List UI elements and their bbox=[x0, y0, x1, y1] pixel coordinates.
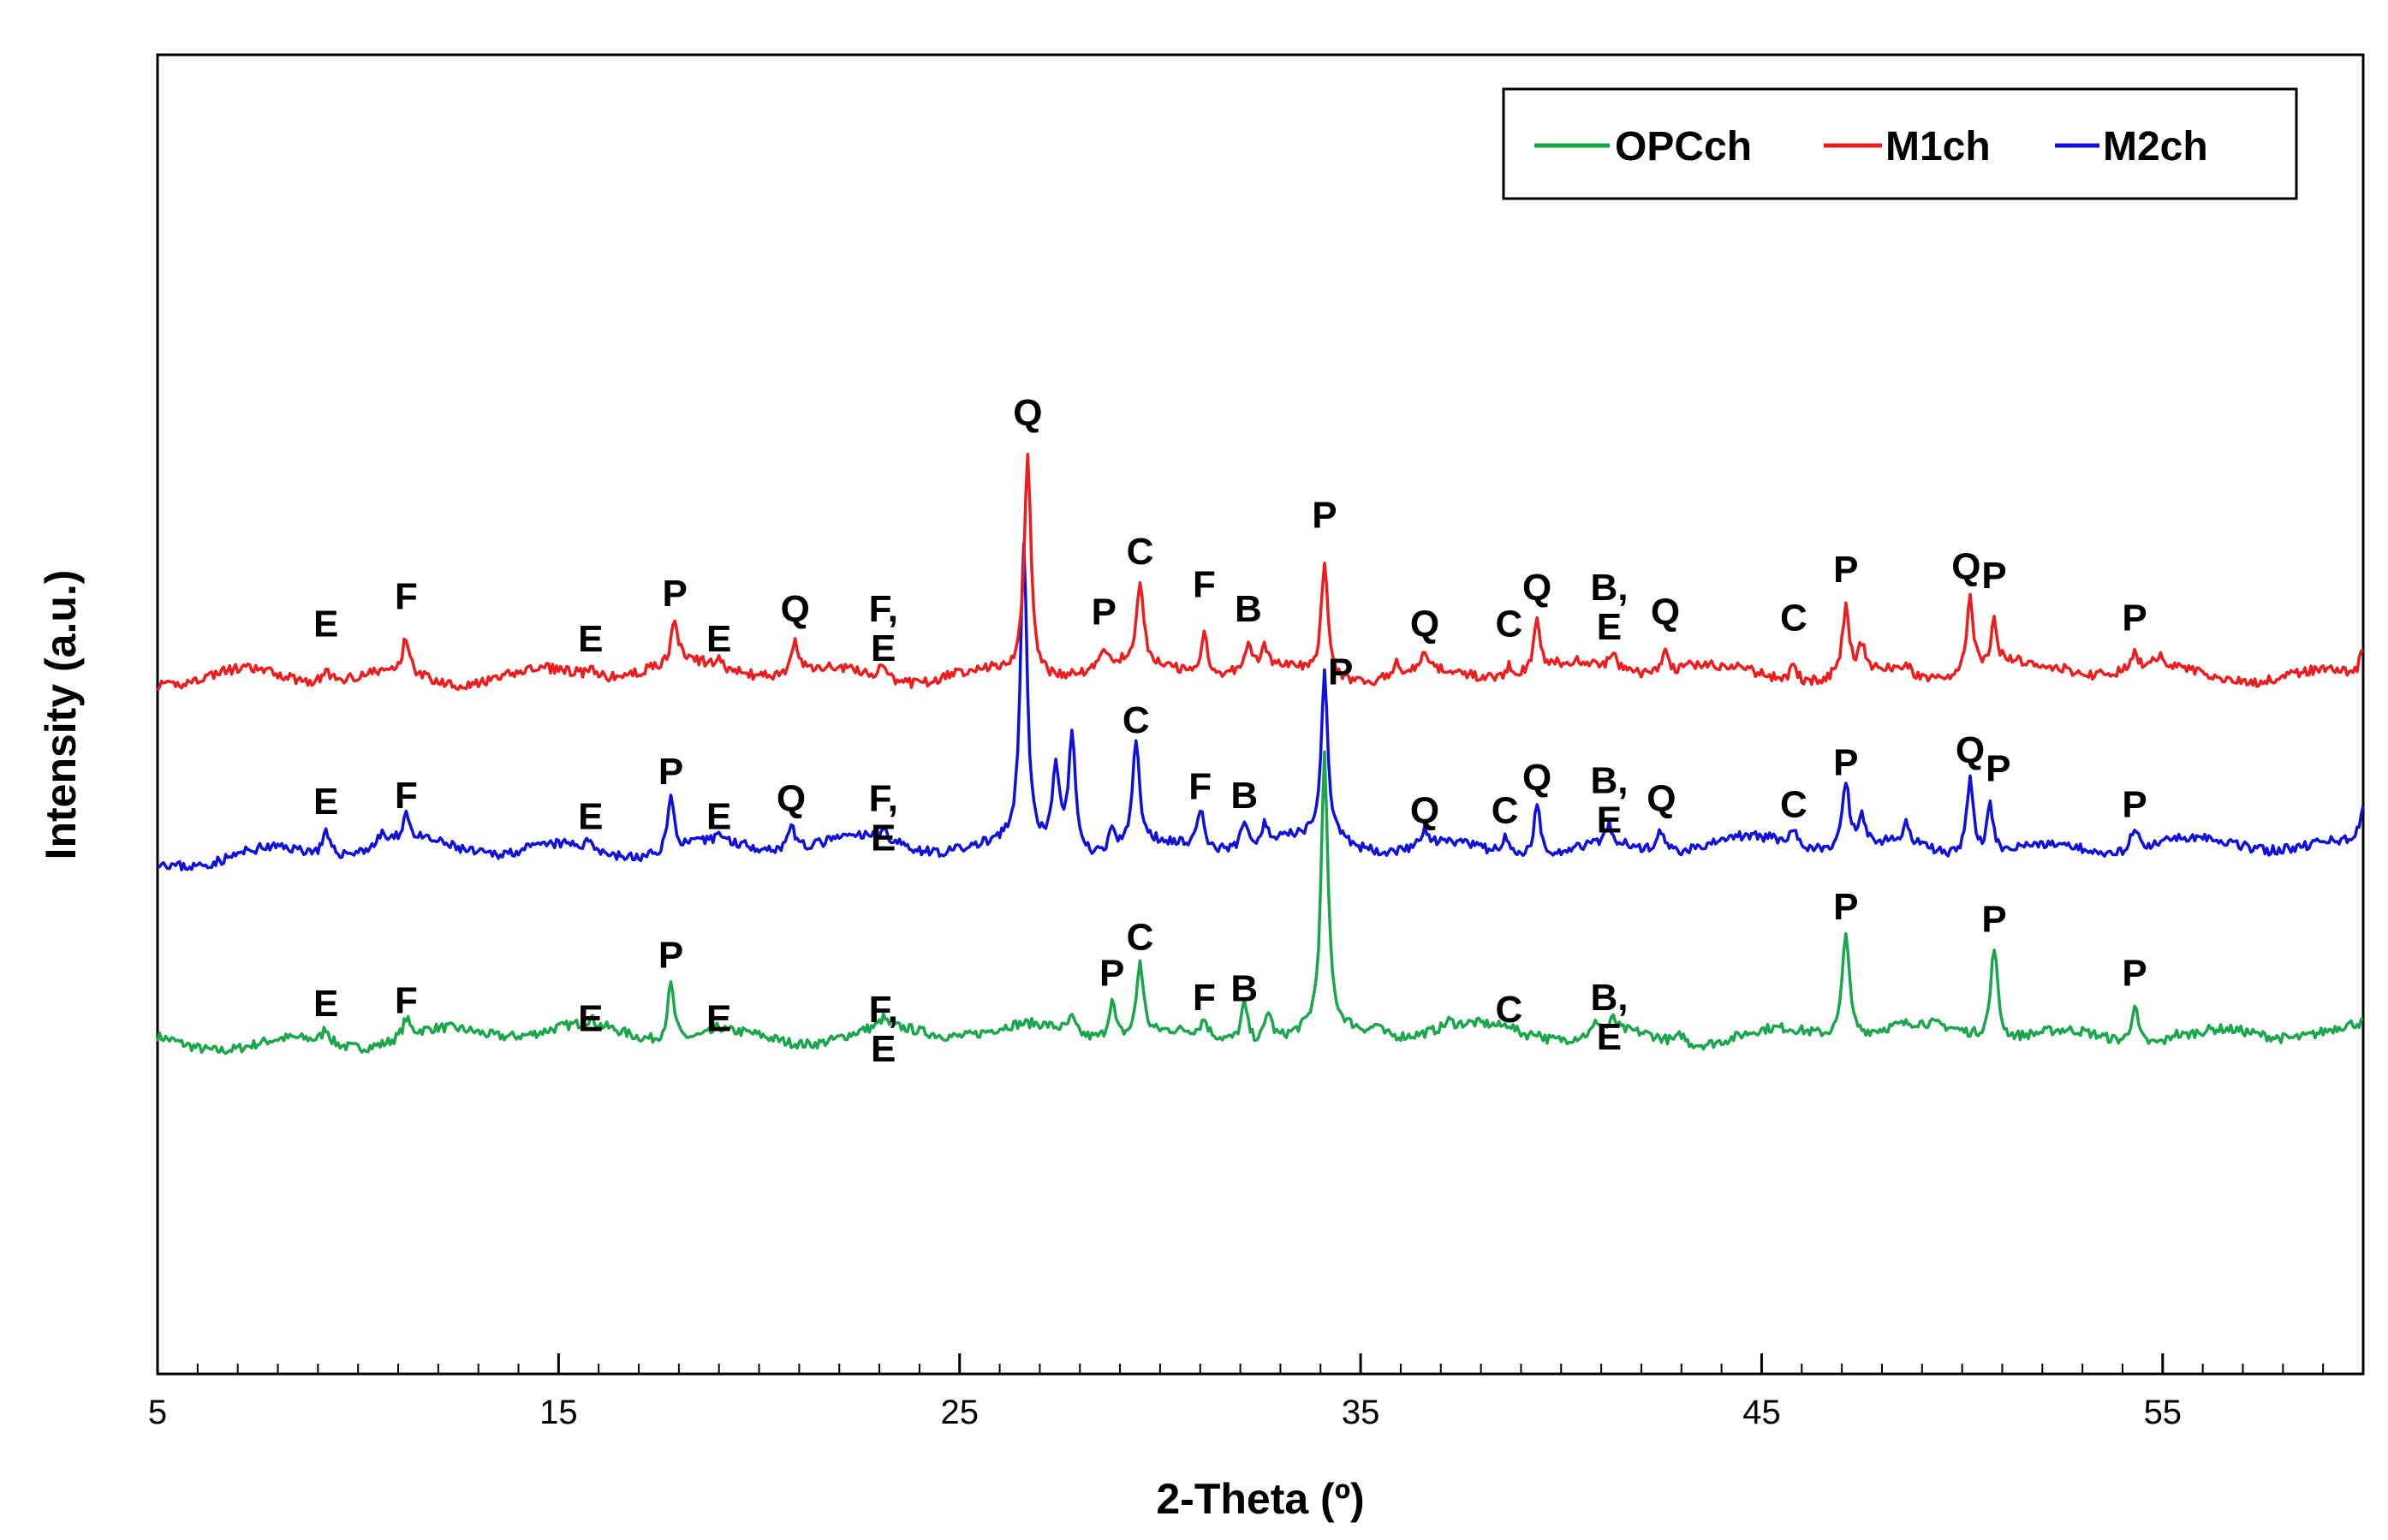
peak-label-opcch: P bbox=[2122, 953, 2147, 995]
peak-label-opcch: E bbox=[706, 997, 731, 1039]
series-line-m1ch bbox=[156, 452, 2364, 692]
x-tick-label: 55 bbox=[2144, 1394, 2183, 1431]
peak-label-opcch: P bbox=[1099, 953, 1124, 995]
peak-label-m2ch: Q bbox=[1522, 757, 1551, 799]
peak-label-m1ch: Q bbox=[1951, 545, 1980, 587]
peak-label-m1ch: Q bbox=[1410, 603, 1439, 645]
peak-label-m1ch: C bbox=[1495, 603, 1522, 645]
x-axis-title: 2-Theta (º) bbox=[1156, 1475, 1364, 1523]
series-line-opcch bbox=[156, 750, 2364, 1055]
peak-label-opcch: F bbox=[1193, 977, 1216, 1019]
peak-label-opcch: P bbox=[1981, 898, 2006, 940]
peak-label-opcch: C bbox=[1495, 989, 1522, 1031]
legend-box bbox=[1502, 87, 2298, 200]
peak-label-m1ch: P bbox=[1092, 591, 1117, 633]
x-tick-label: 35 bbox=[1342, 1394, 1380, 1431]
peak-label-m1ch: B bbox=[1235, 588, 1262, 630]
peak-label-opcch: E bbox=[578, 997, 603, 1039]
peak-label-opcch: F bbox=[395, 979, 418, 1021]
peak-label-m2ch: F bbox=[1188, 765, 1212, 807]
peak-label-opcch: B bbox=[1230, 967, 1258, 1009]
peak-label-m1ch: C bbox=[1127, 531, 1154, 573]
series-layer bbox=[156, 452, 2365, 1055]
peak-label-m2ch: P bbox=[658, 751, 683, 793]
peak-label-m2ch: P bbox=[1986, 747, 2010, 789]
peak-label-m1ch: E bbox=[313, 603, 338, 645]
peak-label-m1ch: Q bbox=[1013, 392, 1042, 434]
peak-label-m2ch: F, E bbox=[869, 778, 898, 859]
peak-label-opcch: P bbox=[658, 935, 683, 977]
peak-label-opcch: B, E bbox=[1590, 977, 1628, 1058]
peak-label-m1ch: F, E bbox=[869, 588, 898, 669]
peak-label-m2ch: C bbox=[1492, 790, 1519, 832]
peak-label-m2ch: B bbox=[1230, 775, 1258, 817]
plot-frame bbox=[156, 53, 2365, 1376]
peak-label-m2ch: C bbox=[1123, 699, 1150, 741]
peak-label-m2ch: E bbox=[706, 796, 731, 838]
peak-label-m1ch: E bbox=[706, 618, 731, 660]
peak-label-m1ch: P bbox=[1312, 495, 1337, 537]
peak-label-opcch: E bbox=[313, 983, 338, 1025]
peak-label-m1ch: Q bbox=[1651, 591, 1680, 633]
peak-label-m2ch: F bbox=[395, 775, 418, 817]
peak-label-m2ch: Q bbox=[1410, 790, 1439, 832]
peak-label-m1ch: Q bbox=[781, 588, 810, 630]
peak-label-m2ch: P bbox=[1833, 741, 1858, 783]
peak-label-m1ch: C bbox=[1780, 597, 1807, 639]
peak-label-m2ch: C bbox=[1780, 784, 1807, 826]
x-tick-label: 25 bbox=[940, 1394, 979, 1431]
peak-label-m1ch: F bbox=[1193, 564, 1216, 606]
legend-label-m1ch: M1ch bbox=[1885, 124, 1991, 169]
peak-label-m2ch: P bbox=[2122, 784, 2147, 826]
peak-label-m2ch: E bbox=[313, 781, 338, 823]
peak-label-m1ch: P bbox=[1981, 555, 2006, 597]
legend: OPCch M1ch M2ch bbox=[1502, 87, 2298, 200]
peak-label-m2ch: P bbox=[1328, 651, 1353, 693]
series-line-m2ch bbox=[157, 542, 2365, 871]
peak-label-m1ch: P bbox=[1833, 549, 1858, 591]
x-axis-ticks: 5 15 25 35 45 55 bbox=[148, 1353, 2364, 1431]
y-axis-title: Intensity (a.u.) bbox=[37, 570, 85, 860]
peak-label-opcch: P bbox=[1833, 886, 1858, 928]
peak-label-m1ch: F bbox=[395, 576, 418, 618]
peak-label-m1ch: E bbox=[578, 618, 603, 660]
legend-label-opcch: OPCch bbox=[1615, 124, 1752, 169]
legend-label-m2ch: M2ch bbox=[2103, 124, 2208, 169]
x-tick-label: 15 bbox=[539, 1394, 578, 1431]
peak-label-m1ch: B, E bbox=[1590, 567, 1628, 648]
peak-label-m2ch: Q bbox=[1956, 729, 1985, 771]
x-tick-label: 45 bbox=[1742, 1394, 1781, 1431]
peak-label-m2ch: E bbox=[578, 796, 603, 838]
peak-label-m2ch: Q bbox=[1647, 778, 1676, 820]
peak-label-opcch: F, E bbox=[869, 989, 898, 1070]
peak-label-m2ch: Q bbox=[777, 778, 806, 820]
peak-label-m1ch: Q bbox=[1522, 567, 1551, 609]
peak-label-opcch: C bbox=[1127, 916, 1154, 958]
x-tick-label: 5 bbox=[148, 1394, 167, 1431]
peak-label-m1ch: P bbox=[663, 573, 688, 615]
peak-label-m2ch: B, E bbox=[1590, 759, 1628, 841]
peak-label-m1ch: P bbox=[2122, 597, 2147, 639]
